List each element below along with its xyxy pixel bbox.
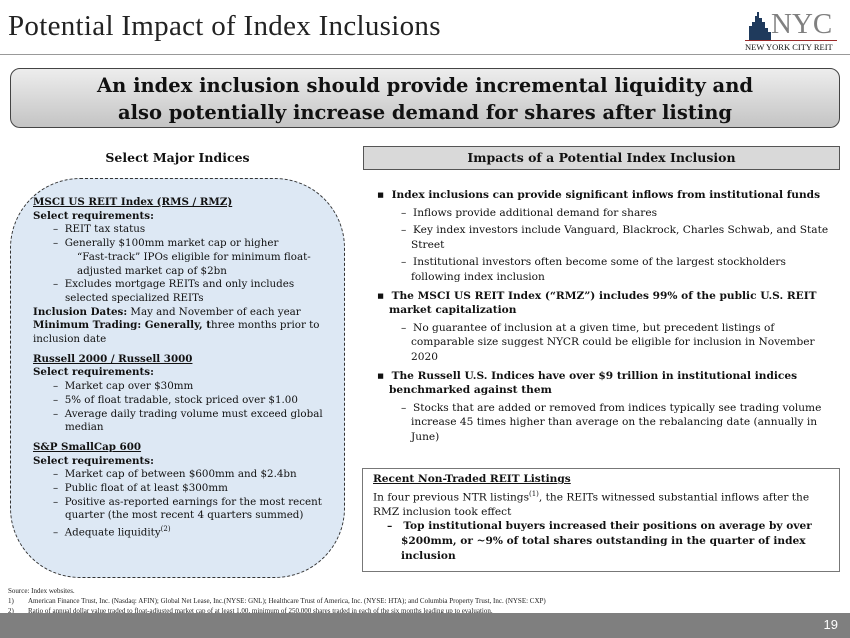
impact-sub: – Key index investors include Vanguard, … xyxy=(401,224,829,251)
footnotes: Source: Index websites. 1) American Finan… xyxy=(8,587,546,616)
page-title: Potential Impact of Index Inclusions xyxy=(8,10,441,42)
inclusion-dates: Inclusion Dates: May and November of eac… xyxy=(33,305,301,318)
impacts-list: ▪ Index inclusions can provide significa… xyxy=(367,184,832,445)
indices-header: Select Major Indices xyxy=(105,150,250,165)
recent-heading: Recent Non-Traded REIT Listings xyxy=(373,473,571,485)
impact-sub: – Stocks that are added or removed from … xyxy=(401,401,822,443)
req-item: – REIT tax status xyxy=(53,223,146,236)
footnote: 2) Ratio of annual dollar value traded to… xyxy=(8,606,493,615)
req-item: – Average daily trading volume must exce… xyxy=(53,407,323,434)
footnote: 1) American Finance Trust, Inc. (Nasdaq: … xyxy=(8,596,546,605)
impact-bullet: ▪ The Russell U.S. Indices have over $9 … xyxy=(377,369,798,397)
recent-text: In four previous NTR listings(1), the RE… xyxy=(373,489,810,518)
req-item: – Generally $100mm market cap or higher xyxy=(53,237,279,250)
req-item: – Public float of at least $300mm xyxy=(53,482,228,495)
impacts-header: Impacts of a Potential Index Inclusion xyxy=(363,146,840,170)
minimum-trading: Minimum Trading: Generally, three months… xyxy=(33,319,320,346)
impact-bullet: ▪ The MSCI US REIT Index (“RMZ”) include… xyxy=(377,289,817,317)
req-label: Select requirements: xyxy=(33,454,154,467)
index-name: S&P SmallCap 600 xyxy=(33,440,142,453)
recent-listings-box: Recent Non-Traded REIT Listings In four … xyxy=(362,468,840,572)
req-label: Select requirements: xyxy=(33,366,154,379)
req-item: – Market cap over $30mm xyxy=(53,380,194,393)
indices-list: MSCI US REIT Index (RMS / RMZ) Select re… xyxy=(33,192,323,540)
index-name: MSCI US REIT Index (RMS / RMZ) xyxy=(33,196,233,208)
banner-line: An index inclusion should provide increm… xyxy=(96,74,754,97)
impact-sub: – Institutional investors often become s… xyxy=(401,256,786,283)
banner-line: also potentially increase demand for sha… xyxy=(117,101,733,124)
req-item: – Market cap of between $600mm and $2.4b… xyxy=(53,468,297,481)
impact-bullet: ▪ Index inclusions can provide significa… xyxy=(377,189,821,201)
title-divider xyxy=(0,54,850,55)
impact-sub: – No guarantee of inclusion at a given t… xyxy=(401,321,815,363)
req-item: – 5% of float tradable, stock priced ove… xyxy=(53,393,298,406)
recent-sub: – Top institutional buyers increased the… xyxy=(387,520,812,562)
req-subnote: “Fast-track” IPOs eligible for minimum f… xyxy=(77,250,311,277)
req-item: – Adequate liquidity(2) xyxy=(53,525,171,539)
footer-bar: 19 xyxy=(0,613,850,638)
skyline-icon xyxy=(749,12,771,40)
req-item: – Excludes mortgage REITs and only inclu… xyxy=(53,278,295,304)
req-label: Select requirements: xyxy=(33,209,154,222)
req-item: – Positive as-reported earnings for the … xyxy=(53,495,322,522)
impact-sub: – Inflows provide additional demand for … xyxy=(401,206,658,219)
key-message-banner: An index inclusion should provide increm… xyxy=(10,68,840,128)
indices-panel xyxy=(10,178,345,578)
source-note: Source: Index websites. xyxy=(8,587,75,595)
nyc-logo: NYC NEW YORK CITY REIT xyxy=(745,8,840,52)
index-name: Russell 2000 / Russell 3000 xyxy=(33,352,193,365)
page-number: 19 xyxy=(823,617,838,632)
